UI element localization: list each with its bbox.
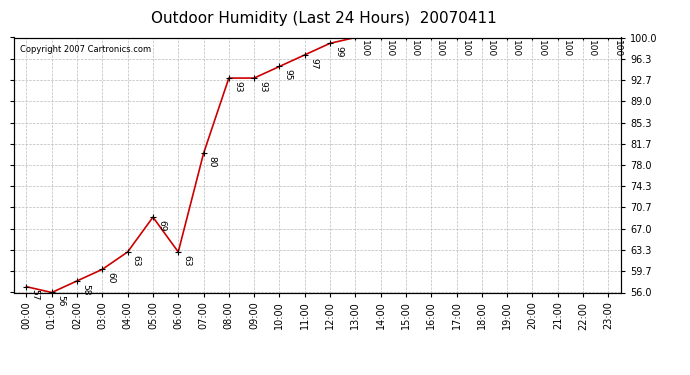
Text: Copyright 2007 Cartronics.com: Copyright 2007 Cartronics.com [20,45,151,54]
Text: 100: 100 [537,40,546,57]
Text: Outdoor Humidity (Last 24 Hours)  20070411: Outdoor Humidity (Last 24 Hours) 2007041… [151,11,497,26]
Text: 97: 97 [309,58,318,69]
Text: 63: 63 [132,255,141,266]
Text: 100: 100 [562,40,571,57]
Text: 80: 80 [208,156,217,168]
Text: 100: 100 [359,40,368,57]
Text: 93: 93 [233,81,242,92]
Text: 100: 100 [461,40,470,57]
Text: 100: 100 [486,40,495,57]
Text: 100: 100 [410,40,419,57]
Text: 58: 58 [81,284,90,295]
Text: 57: 57 [30,290,39,301]
Text: 95: 95 [284,69,293,81]
Text: 56: 56 [56,295,65,307]
Text: 100: 100 [587,40,596,57]
Text: 69: 69 [157,220,166,231]
Text: 99: 99 [334,46,343,58]
Text: 100: 100 [385,40,394,57]
Text: 63: 63 [182,255,191,266]
Text: 100: 100 [435,40,444,57]
Text: 60: 60 [106,272,115,284]
Text: 93: 93 [258,81,267,92]
Text: 100: 100 [511,40,520,57]
Text: 100: 100 [613,40,622,57]
